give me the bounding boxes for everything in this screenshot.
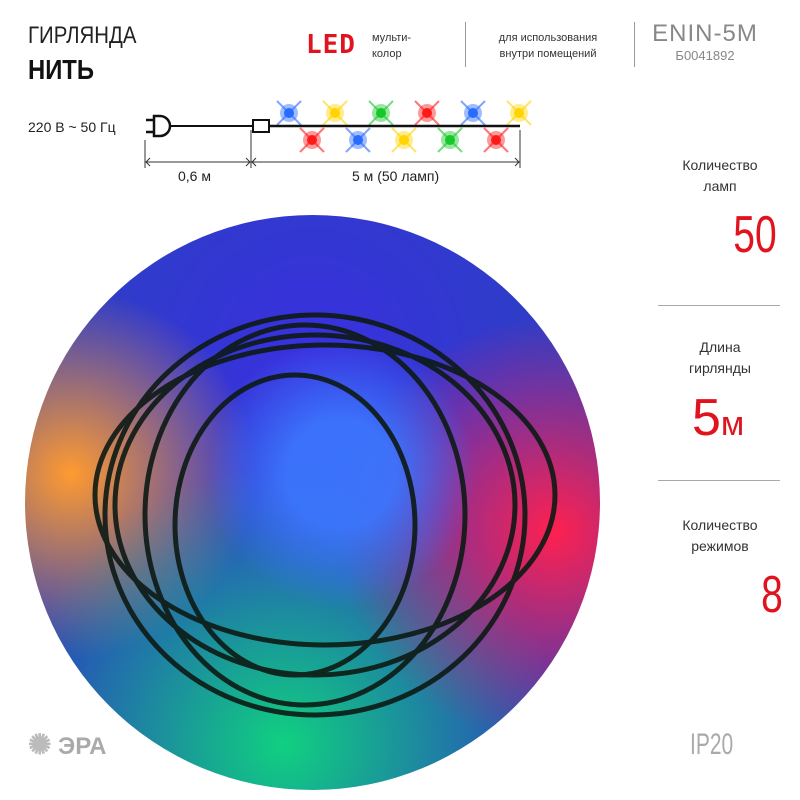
length-unit: м [720,405,745,443]
ip-rating: IP20 [690,728,734,761]
brand-logo: ✺ ЭРА [28,728,106,761]
lamp-icon [322,100,348,126]
garland-length: 5 м (50 ламп) [352,168,440,184]
lamp-icon [414,100,440,126]
lamp-icon [460,100,486,126]
length-number: 5 [692,389,721,447]
lamp-icon [483,127,509,153]
spec-label-length: Длина гирлянды [689,339,751,376]
lamp-icon [437,127,463,153]
lamp-icon [506,100,532,126]
plug-icon [146,114,172,138]
led-logo: LED [306,30,356,60]
sku: Б0041892 [675,48,735,63]
lamp-icon [345,127,371,153]
lamp-icon [391,127,417,153]
cord-length: 0,6 м [178,168,211,184]
product-type: ГИРЛЯНДА [28,22,137,49]
garland-diagram [144,100,532,168]
brand-name: ЭРА [58,733,107,760]
spec-value-length: 5м [692,388,744,448]
product-photo [25,215,600,790]
connector [252,119,270,133]
usage-note: для использования внутри помещений [498,32,598,60]
product-name: НИТЬ [28,54,94,85]
lamp-icon [368,100,394,126]
divider [658,480,780,481]
lamp-icon [299,127,325,153]
model-number: ENIN-5M [652,20,758,47]
divider [634,22,635,67]
divider [465,22,466,67]
lamp-icon [276,100,302,126]
voltage-label: 220 В ~ 50 Гц [28,119,116,135]
led-color: мульти- колор [372,32,412,60]
spec-label-modes: Количество режимов [682,517,758,554]
spec-value-modes: 8 [761,566,783,624]
spec-value-lamps: 50 [733,206,777,264]
dimension-lines [144,130,521,168]
spec-label-lamps: Количество ламп [682,157,758,194]
divider [658,305,780,306]
sun-icon: ✺ [28,729,52,760]
